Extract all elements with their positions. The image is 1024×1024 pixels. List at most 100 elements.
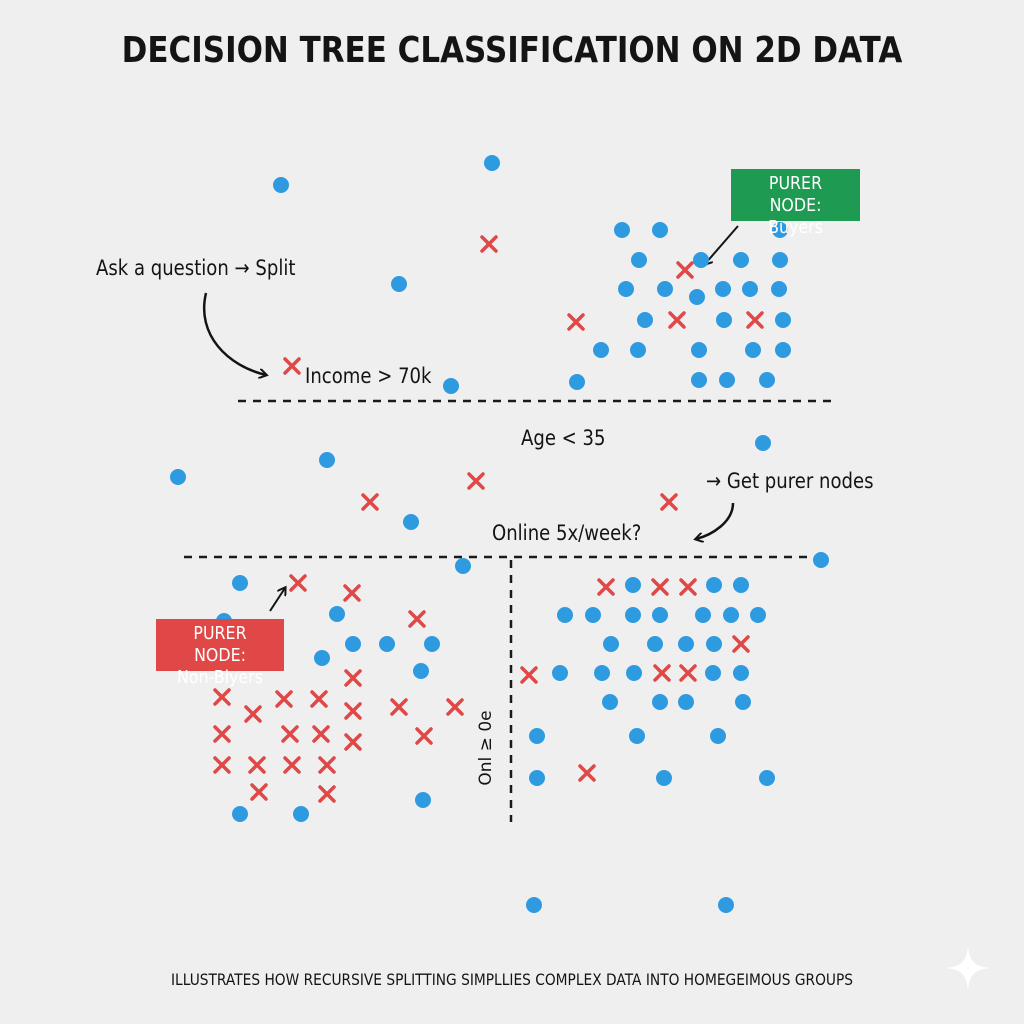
point-blue-circle	[594, 665, 610, 681]
point-blue-circle	[775, 342, 791, 358]
point-blue-circle	[689, 289, 705, 305]
point-blue-circle	[618, 281, 634, 297]
point-blue-circle	[705, 665, 721, 681]
point-blue-circle	[723, 607, 739, 623]
point-blue-circle	[695, 607, 711, 623]
point-red-cross	[344, 669, 362, 687]
point-red-cross	[283, 357, 301, 375]
point-blue-circle	[529, 728, 545, 744]
badge-non-buyers: PURER NODE: Non-Biyers	[156, 619, 284, 688]
point-red-cross	[275, 690, 293, 708]
point-red-cross	[281, 725, 299, 743]
point-blue-circle	[742, 281, 758, 297]
point-blue-circle	[691, 372, 707, 388]
point-red-cross	[344, 733, 362, 751]
point-red-cross	[318, 756, 336, 774]
point-red-cross	[676, 261, 694, 279]
badge-non-buyers-line1: PURER NODE:	[193, 623, 247, 666]
split-label-vertical: Onl ≥ 0e	[476, 710, 496, 786]
point-blue-circle	[293, 806, 309, 822]
point-blue-circle	[329, 606, 345, 622]
point-blue-circle	[232, 806, 248, 822]
point-red-cross	[344, 702, 362, 720]
split-label-online: Online 5x/week?	[492, 521, 642, 545]
point-blue-circle	[657, 281, 673, 297]
point-blue-circle	[273, 177, 289, 193]
point-blue-circle	[526, 897, 542, 913]
point-blue-circle	[569, 374, 585, 390]
point-red-cross	[520, 666, 538, 684]
point-blue-circle	[170, 469, 186, 485]
point-blue-circle	[652, 694, 668, 710]
point-blue-circle	[745, 342, 761, 358]
badge-buyers-line2: Buyers	[768, 217, 823, 238]
sparkle-icon	[946, 946, 990, 990]
badge-buyers-line1: PURER NODE:	[768, 173, 823, 216]
split-label-income: Income > 70k	[305, 364, 432, 388]
arrow-ask-question	[203, 292, 266, 375]
point-blue-circle	[716, 312, 732, 328]
point-blue-circle	[710, 728, 726, 744]
point-blue-circle	[759, 372, 775, 388]
point-red-cross	[578, 764, 596, 782]
point-blue-circle	[759, 770, 775, 786]
point-red-cross	[746, 311, 764, 329]
point-red-cross	[480, 235, 498, 253]
point-red-cross	[467, 472, 485, 490]
point-blue-circle	[614, 222, 630, 238]
point-blue-circle	[391, 276, 407, 292]
point-blue-circle	[424, 636, 440, 652]
point-blue-circle	[733, 665, 749, 681]
point-blue-circle	[733, 252, 749, 268]
point-blue-circle	[629, 728, 645, 744]
point-red-cross	[408, 610, 426, 628]
point-blue-circle	[691, 342, 707, 358]
point-red-cross	[213, 756, 231, 774]
badge-non-buyers-line2: Non-Biyers	[177, 667, 263, 688]
point-red-cross	[318, 785, 336, 803]
point-blue-circle	[693, 252, 709, 268]
point-blue-circle	[557, 607, 573, 623]
point-blue-circle	[772, 252, 788, 268]
point-red-cross	[283, 756, 301, 774]
point-blue-circle	[232, 575, 248, 591]
point-blue-circle	[379, 636, 395, 652]
point-blue-circle	[678, 636, 694, 652]
point-red-cross	[732, 635, 750, 653]
point-blue-circle	[706, 577, 722, 593]
point-blue-circle	[626, 665, 642, 681]
point-red-cross	[244, 705, 262, 723]
point-blue-circle	[656, 770, 672, 786]
point-red-cross	[310, 690, 328, 708]
point-blue-circle	[678, 694, 694, 710]
point-red-cross	[597, 578, 615, 596]
page-title: DECISION TREE CLASSIFICATION ON 2D DATA	[121, 30, 903, 71]
point-blue-circle	[403, 514, 419, 530]
point-red-cross	[668, 311, 686, 329]
badge-buyers: PURER NODE: Buyers	[731, 169, 860, 238]
point-red-cross	[567, 313, 585, 331]
point-red-cross	[679, 664, 697, 682]
point-blue-circle	[775, 312, 791, 328]
point-blue-circle	[652, 607, 668, 623]
point-red-cross	[250, 783, 268, 801]
point-blue-circle	[718, 897, 734, 913]
point-red-cross	[312, 725, 330, 743]
point-blue-circle	[603, 636, 619, 652]
point-red-cross	[289, 574, 307, 592]
point-blue-circle	[443, 378, 459, 394]
point-red-cross	[390, 698, 408, 716]
arrow-non-buyers	[269, 588, 285, 612]
point-blue-circle	[529, 770, 545, 786]
point-blue-circle	[484, 155, 500, 171]
point-red-cross	[660, 493, 678, 511]
point-blue-circle	[319, 452, 335, 468]
point-blue-circle	[719, 372, 735, 388]
point-red-cross	[248, 756, 266, 774]
point-red-cross	[415, 727, 433, 745]
point-blue-circle	[750, 607, 766, 623]
point-blue-circle	[602, 694, 618, 710]
point-red-cross	[343, 584, 361, 602]
point-blue-circle	[706, 636, 722, 652]
